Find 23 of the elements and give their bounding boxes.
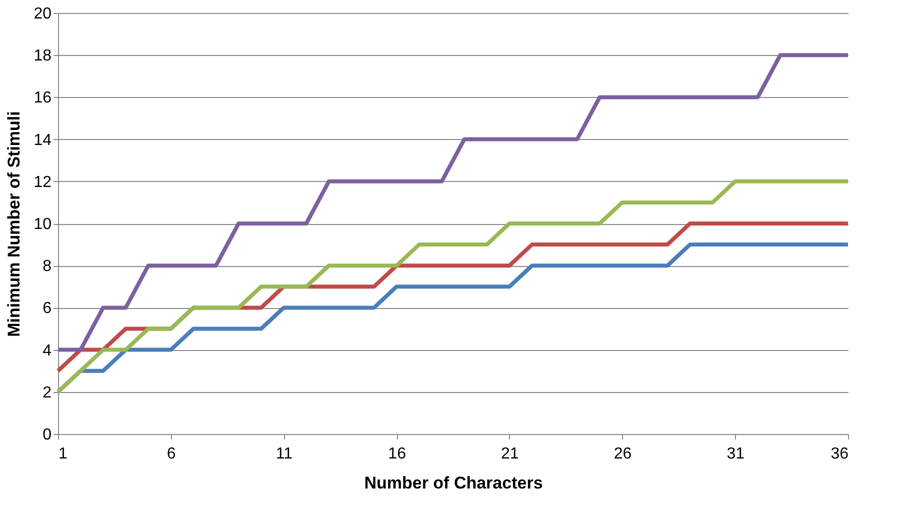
y-tick-label: 4 <box>42 342 52 360</box>
y-tick-label: 10 <box>34 216 52 233</box>
y-tick-label: 6 <box>42 300 52 318</box>
line-series <box>56 53 850 352</box>
x-tick-label: 6 <box>166 446 176 462</box>
y-tick-label: 0 <box>42 426 52 444</box>
x-tick-label: 26 <box>614 446 632 462</box>
y-tick-label: 8 <box>42 258 52 276</box>
y-tick-label: 2 <box>42 384 52 402</box>
y-axis-title: Minimum Number of Stimuli <box>4 111 24 337</box>
y-tick-label: 20 <box>34 6 52 22</box>
y-tick-label: 14 <box>34 132 52 149</box>
y-tick-label: 12 <box>34 174 52 191</box>
x-tick-label: 21 <box>501 446 519 462</box>
x-tick-label: 36 <box>830 446 849 462</box>
x-tick-label: 31 <box>726 446 745 462</box>
x-axis-title: Number of Characters <box>364 474 543 492</box>
x-tick-label: 11 <box>276 446 293 462</box>
y-tick-label: 18 <box>34 48 52 65</box>
x-tick-label: 1 <box>58 446 68 462</box>
y-tick-label: 16 <box>34 90 52 107</box>
line-series <box>56 179 850 394</box>
x-tick-label: 16 <box>388 446 406 462</box>
